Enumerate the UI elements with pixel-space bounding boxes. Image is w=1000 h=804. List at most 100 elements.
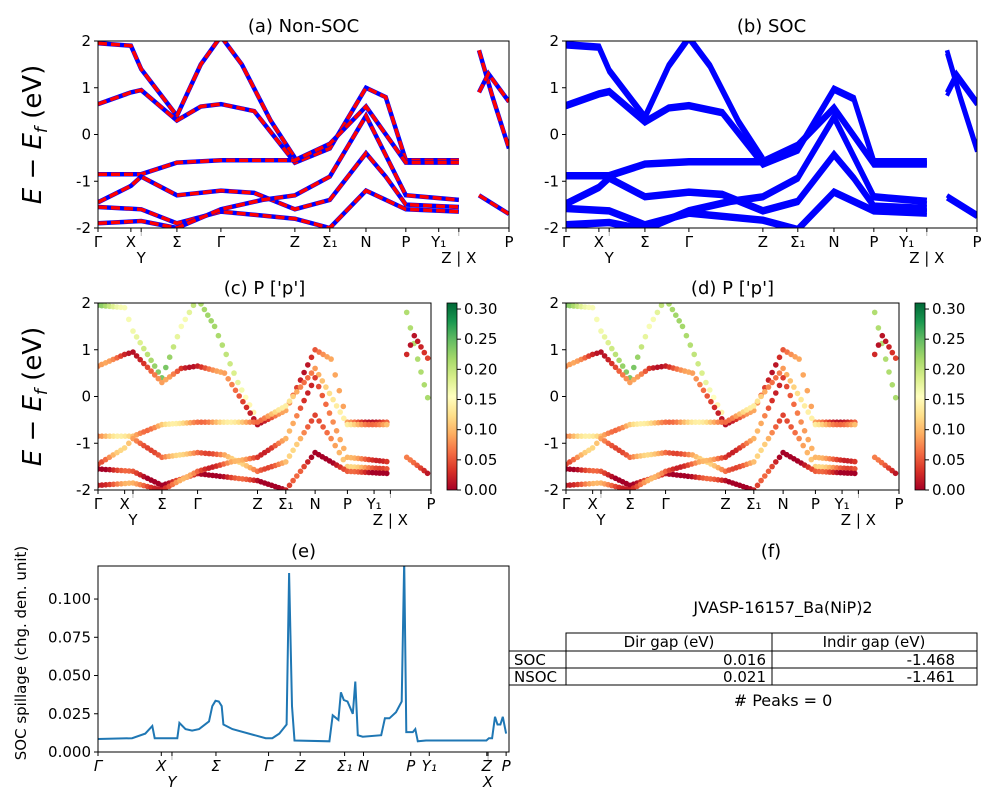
projection-point (316, 384, 322, 390)
projection-point (290, 394, 296, 400)
projection-point (883, 356, 889, 362)
projection-point (415, 339, 421, 345)
colorbar-tick-label: 0.20 (464, 360, 497, 378)
y-tick-label: 0.100 (48, 590, 91, 608)
projection-point (152, 363, 158, 369)
y-axis-label: E − Ef (eV) (18, 327, 52, 467)
x-tick-label: N (360, 233, 371, 251)
projection-point (852, 422, 858, 428)
projection-point (412, 333, 418, 339)
projection-point (780, 375, 786, 381)
projection-point (212, 324, 218, 330)
projection-point (298, 405, 304, 411)
projection-point (290, 478, 296, 484)
projection-point (676, 318, 682, 324)
projection-point (305, 362, 311, 368)
colorbar-tick-label: 0.05 (932, 451, 965, 469)
projection-point (324, 430, 330, 436)
projection-point (598, 328, 604, 334)
x-tick-label: N (358, 757, 369, 775)
x-tick-label: Γ (562, 495, 571, 513)
projection-point (384, 422, 390, 428)
x-tick-label: P (972, 233, 981, 251)
projection-point (183, 317, 189, 323)
projection-point (800, 443, 806, 449)
projection-point (418, 344, 424, 350)
projection-point (802, 428, 808, 434)
projection-point (766, 384, 772, 390)
projection-point (130, 328, 136, 334)
colorbar-tick-label: 0.00 (932, 481, 965, 499)
projection-point (240, 399, 246, 405)
projection-point (337, 409, 343, 415)
y-tick-label: 0 (549, 388, 559, 406)
x-tick-label: Σ (640, 233, 649, 251)
y-label-main: E − E (18, 395, 48, 467)
x-tick-label: Σ (172, 233, 181, 251)
projection-point (773, 375, 779, 381)
projection-point (798, 397, 804, 403)
projection-point (148, 358, 154, 364)
table-cell-indir-gap: -1.468 (907, 651, 955, 669)
projection-point (769, 380, 775, 386)
projection-point (666, 301, 672, 307)
projection-point (590, 305, 596, 311)
projection-point (309, 355, 315, 361)
x-tick-label: Σ₁ (790, 233, 806, 251)
projection-point (216, 333, 222, 339)
projection-point (320, 424, 326, 430)
projection-point (145, 352, 151, 358)
y-tick-label: 0 (81, 388, 91, 406)
projection-point (320, 378, 326, 384)
projection-point (341, 404, 347, 410)
projection-point (602, 334, 608, 340)
projection-point (309, 383, 315, 389)
y-tick-label: 0 (549, 126, 559, 144)
projection-point (408, 325, 414, 331)
projection-point (126, 317, 132, 323)
material-label: JVASP-16157_Ba(NiP)2 (692, 598, 872, 618)
projection-point (852, 471, 858, 477)
table-row-label: SOC (514, 651, 546, 669)
projection-point (712, 405, 718, 411)
projection-point (792, 430, 798, 436)
projection-point (893, 471, 899, 477)
colorbar-tick-label: 0.05 (464, 451, 497, 469)
projection-point (643, 334, 649, 340)
projection-point (755, 428, 761, 434)
y-tick-label: 0.075 (48, 628, 91, 646)
projection-point (187, 310, 193, 316)
projection-point (195, 296, 201, 302)
band-line (947, 195, 977, 214)
projection-point (890, 382, 896, 388)
x-tick-label: P (502, 757, 512, 775)
projection-point (769, 370, 775, 376)
x-tick-label: P (406, 757, 416, 775)
plot-area-d (563, 296, 898, 493)
projection-point (704, 393, 710, 399)
projection-point (798, 419, 804, 425)
y-tick-label: 1 (81, 79, 91, 97)
projection-point (305, 424, 311, 430)
projection-point (751, 436, 757, 442)
projection-point (893, 395, 899, 401)
projection-point (341, 416, 347, 422)
projection-point (290, 448, 296, 454)
axes-frame (98, 566, 509, 752)
projection-point (872, 352, 878, 358)
projection-point (294, 413, 300, 419)
projection-point (805, 409, 811, 415)
y-tick-label: 2 (549, 294, 559, 312)
y-tick-label: 1 (81, 341, 91, 359)
projection-point (283, 403, 289, 409)
colorbar-tick-label: 0.00 (464, 481, 497, 499)
x-tick-label: Y₁ (422, 757, 437, 775)
projection-point (305, 375, 311, 381)
x-tick-label: Γ (193, 495, 202, 513)
x-tick-label: Σ₁ (322, 233, 338, 251)
band-line-split (947, 54, 977, 152)
plot-area-e (98, 561, 506, 742)
projection-point (693, 376, 699, 382)
